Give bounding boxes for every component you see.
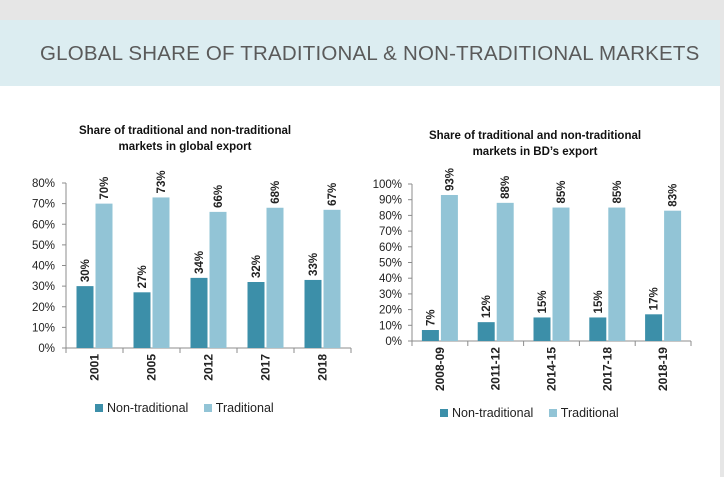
data-label: 7% — [425, 309, 437, 326]
y-tick-label: 70% — [32, 199, 55, 211]
y-tick-label: 10% — [379, 320, 402, 332]
y-tick-label: 20% — [32, 302, 55, 314]
data-label: 27% — [137, 265, 149, 288]
bar-traditional — [152, 197, 170, 348]
data-label: 15% — [537, 290, 549, 313]
y-tick-label: 30% — [32, 281, 55, 293]
data-label: 30% — [80, 259, 92, 282]
data-label: 17% — [649, 287, 661, 310]
bar-non-traditional — [190, 277, 208, 348]
bar-non-traditional — [589, 317, 607, 341]
bar-traditional — [323, 209, 341, 348]
y-tick-label: 0% — [385, 336, 402, 348]
y-tick-label: 40% — [32, 261, 55, 273]
y-tick-label: 30% — [379, 289, 402, 301]
category-label: 2001 — [88, 354, 102, 381]
y-tick-label: 50% — [32, 240, 55, 252]
bar-non-traditional — [477, 322, 495, 341]
category-label: 2008-09 — [433, 347, 447, 391]
legend-swatch — [548, 409, 557, 417]
category-label: 2014-15 — [545, 347, 559, 391]
page-title: GLOBAL SHARE OF TRADITIONAL & NON-TRADIT… — [40, 42, 700, 65]
legend-label: Traditional — [560, 406, 619, 420]
data-label: 93% — [444, 168, 456, 191]
chart-2-title-line-1: Share of traditional and non-traditional — [428, 130, 642, 142]
bar-traditional — [266, 207, 284, 348]
y-tick-label: 0% — [38, 343, 55, 355]
legend-label: Non-traditional — [452, 406, 534, 420]
right-edge — [720, 20, 724, 477]
title-banner — [0, 20, 720, 86]
category-label: 2018 — [316, 354, 330, 381]
y-tick-label: 70% — [379, 226, 402, 238]
data-label: 85% — [612, 181, 624, 204]
legend-item-non-traditional: Non-traditional — [440, 406, 533, 420]
y-tick-label: 40% — [379, 273, 402, 285]
category-label: 2017 — [259, 354, 273, 381]
data-label: 68% — [270, 181, 282, 204]
legend-item-non-traditional: Non-traditional — [95, 401, 188, 415]
bar-non-traditional — [304, 279, 322, 348]
chart-1-title-line-2: markets in global export — [118, 141, 252, 153]
y-tick-label: 80% — [379, 210, 402, 222]
y-tick-label: 10% — [32, 322, 55, 334]
chart-2-title: Share of traditional and non-traditional… — [390, 128, 680, 160]
data-label: 70% — [99, 177, 111, 200]
bar-non-traditional — [76, 286, 94, 348]
bar-non-traditional — [645, 314, 663, 341]
y-tick-label: 60% — [379, 242, 402, 254]
bar-traditional — [608, 207, 626, 341]
top-bar — [0, 0, 724, 20]
bar-traditional — [552, 207, 570, 341]
data-label: 32% — [251, 255, 263, 278]
legend-item-traditional: Traditional — [548, 406, 619, 420]
bar-traditional — [95, 203, 113, 348]
legend-label: Traditional — [215, 401, 274, 415]
legend-item-traditional: Traditional — [203, 401, 274, 415]
y-tick-label: 60% — [32, 219, 55, 231]
data-label: 12% — [481, 295, 493, 318]
bar-traditional — [209, 211, 227, 348]
category-label: 2018-19 — [656, 347, 670, 391]
data-label: 85% — [556, 181, 568, 204]
category-label: 2012 — [202, 354, 216, 381]
legend-swatch — [203, 404, 212, 412]
chart-2-title-line-2: markets in BD’s export — [472, 146, 598, 158]
y-tick-label: 20% — [379, 305, 402, 317]
y-tick-label: 100% — [373, 179, 402, 191]
category-label: 2011-12 — [489, 347, 503, 391]
chart-1-legend: Non-traditional Traditional — [95, 401, 286, 415]
data-label: 67% — [327, 183, 339, 206]
data-label: 34% — [194, 251, 206, 274]
chart-1-title: Share of traditional and non-traditional… — [40, 123, 330, 155]
data-label: 83% — [668, 184, 680, 207]
bar-non-traditional — [421, 330, 439, 341]
bar-traditional — [440, 194, 458, 341]
category-label: 2017-18 — [600, 347, 614, 391]
legend-swatch — [440, 409, 448, 417]
chart-2-legend: Non-traditional Traditional — [440, 406, 631, 420]
chart-1-title-line-1: Share of traditional and non-traditional — [78, 125, 292, 137]
bar-non-traditional — [133, 292, 151, 348]
data-label: 66% — [213, 185, 225, 208]
legend-swatch — [95, 404, 103, 412]
y-tick-label: 80% — [32, 178, 55, 190]
bar-non-traditional — [247, 282, 265, 348]
legend-label: Non-traditional — [107, 401, 189, 415]
data-label: 33% — [308, 253, 320, 276]
data-label: 15% — [593, 290, 605, 313]
data-label: 88% — [500, 176, 512, 199]
y-tick-label: 90% — [379, 195, 402, 207]
category-label: 2005 — [145, 354, 159, 381]
bar-traditional — [664, 210, 682, 341]
data-label: 73% — [156, 170, 168, 193]
bar-traditional — [496, 202, 514, 341]
y-tick-label: 50% — [379, 258, 402, 270]
bar-non-traditional — [533, 317, 551, 341]
